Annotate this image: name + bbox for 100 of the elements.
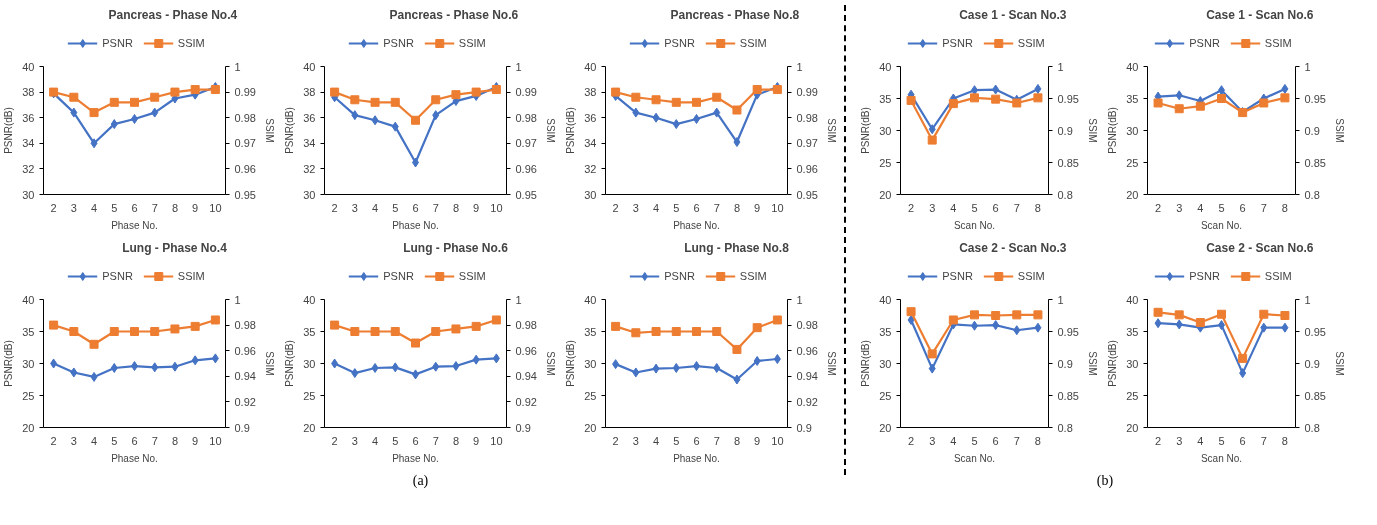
x-tick-label: 2 [331,434,338,447]
x-tick-label: 10 [209,434,222,447]
y2-tick-label: 0.99 [796,86,818,99]
y-axis-title: PSNR(dB) [860,340,872,387]
x-tick-label: 8 [1281,201,1288,214]
x-tick-label: 4 [372,434,379,447]
x-tick-label: 2 [908,201,915,214]
y-tick-label: 36 [22,111,35,124]
y-axis-title: PSNR(dB) [284,107,296,154]
y2-tick-label: 0.94 [796,370,818,383]
x-tick-label: 5 [971,434,978,447]
y2-tick-label: 0.98 [234,111,256,124]
x-tick-label: 3 [929,434,936,447]
y2-axis-title: SSIM [1333,351,1345,376]
x-tick-label: 3 [1176,434,1183,447]
x-tick-label: 6 [1239,201,1246,214]
y2-tick-label: 0.97 [796,137,818,150]
legend-label: SSIM [1264,270,1292,282]
y2-axis-title: SSIM [825,118,837,143]
text: (b) [1096,472,1114,490]
y-tick-label: 40 [1126,293,1139,306]
y-axis-title: PSNR(dB) [565,107,577,154]
y2-tick-label: 1 [1057,293,1064,306]
x-tick-label: 7 [713,434,720,447]
y-tick-label: 35 [879,325,892,338]
y2-tick-label: 0.98 [234,319,256,332]
y-tick-label: 32 [303,162,316,175]
x-axis-title: Scan No. [953,219,996,231]
y-tick-label: 30 [1126,357,1139,370]
legend-label: SSIM [1017,270,1045,282]
y-tick-label: 25 [22,389,35,402]
y-tick-label: 40 [22,60,35,73]
y-tick-label: 40 [303,60,316,73]
y2-tick-label: 0.85 [1304,156,1326,169]
y2-tick-label: 0.96 [515,344,537,357]
x-tick-label: 8 [733,201,741,214]
y-tick-label: 30 [1126,124,1139,137]
y2-tick-label: 0.99 [515,86,537,99]
y2-tick-label: 1 [1057,60,1064,73]
y2-axis-title: SSIM [1086,118,1098,143]
y2-tick-label: 1 [515,293,522,306]
y2-tick-label: 0.96 [234,162,256,175]
y2-tick-label: 0.95 [515,188,537,201]
x-tick-label: 2 [612,201,619,214]
x-tick-label: 9 [192,434,199,447]
x-tick-label: 5 [1218,201,1225,214]
y-tick-label: 40 [584,293,597,306]
x-tick-label: 7 [151,201,158,214]
y2-tick-label: 0.9 [1304,124,1320,137]
x-tick-label: 4 [91,201,98,214]
y2-tick-label: 0.92 [796,395,818,408]
y-axis-title: PSNR(dB) [284,340,296,387]
x-tick-label: 5 [1218,434,1225,447]
x-tick-label: 5 [673,434,680,447]
y2-tick-label: 0.95 [1304,325,1326,338]
legend-label: PSNR [383,37,414,49]
y2-tick-label: 0.98 [515,111,537,124]
y-tick-label: 25 [1126,389,1139,402]
legend-label: PSNR [1189,37,1220,49]
legend-label: SSIM [458,37,486,49]
y-tick-label: 20 [879,188,892,201]
x-tick-label: 8 [1034,434,1041,447]
y-tick-label: 30 [584,357,597,370]
y2-tick-label: 0.9 [1057,357,1073,370]
y-tick-label: 40 [879,60,892,73]
x-tick-label: 3 [70,434,77,447]
x-tick-label: 2 [1155,201,1162,214]
x-tick-label: 4 [653,434,660,447]
y-tick-label: 36 [303,111,316,124]
y-tick-label: 34 [22,137,35,150]
y-tick-label: 40 [1126,60,1139,73]
y-tick-label: 35 [22,325,35,338]
y-axis-title: PSNR(dB) [3,340,15,387]
x-tick-label: 6 [1239,434,1246,447]
y-tick-label: 20 [584,421,597,434]
x-tick-label: 6 [992,201,999,214]
x-tick-label: 6 [992,434,999,447]
y2-tick-label: 1 [515,60,522,73]
x-tick-label: 4 [950,201,957,214]
x-tick-label: 10 [771,434,784,447]
x-tick-label: 3 [632,434,639,447]
legend-label: SSIM [739,270,767,282]
text: (a) [412,472,429,490]
x-axis-title: Scan No. [1200,219,1243,231]
legend-label: PSNR [1189,270,1220,282]
y2-tick-label: 0.85 [1057,156,1079,169]
legend-label: SSIM [1264,37,1292,49]
y2-tick-label: 0.97 [515,137,537,150]
y-tick-label: 25 [303,389,316,402]
x-tick-label: 9 [754,201,761,214]
x-tick-label: 2 [1155,434,1162,447]
y2-tick-label: 0.9 [234,421,250,434]
y2-tick-label: 0.96 [796,344,818,357]
y2-tick-label: 0.94 [234,370,256,383]
y2-tick-label: 0.8 [1057,421,1073,434]
y2-axis-title: SSIM [1333,118,1345,143]
x-tick-label: 3 [351,201,358,214]
legend-label: SSIM [177,270,205,282]
chart-title: Pancreas - Phase No.6 [389,7,519,22]
y-tick-label: 35 [1126,92,1139,105]
